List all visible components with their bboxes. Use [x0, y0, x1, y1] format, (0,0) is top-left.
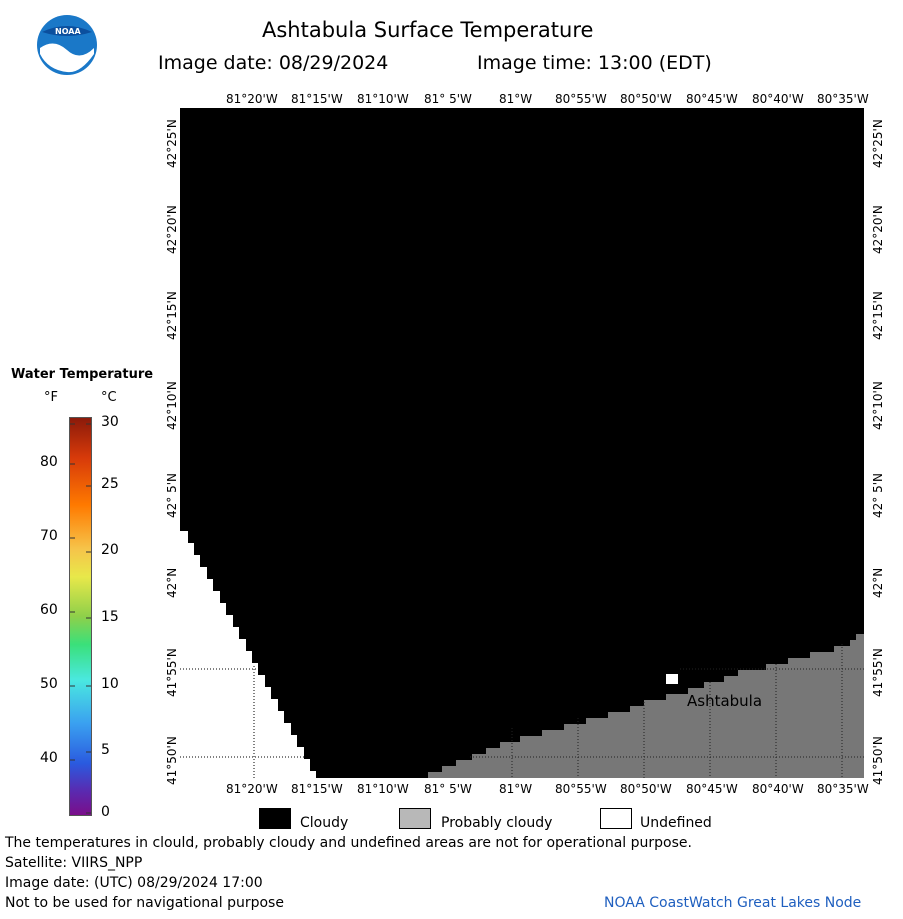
unit-celsius: °C: [101, 390, 117, 405]
probably-cloudy-swatch: [399, 808, 431, 829]
lon-label-top: 80°55'W: [555, 92, 607, 106]
f-tick: 50: [40, 676, 58, 692]
lon-label-bottom: 80°40'W: [752, 782, 804, 796]
probably-cloudy-label: Probably cloudy: [441, 815, 553, 831]
image-time: Image time: 13:00 (EDT): [477, 52, 712, 74]
lat-label-right: 42°N: [871, 567, 885, 598]
logo-text: NOAA: [55, 27, 81, 36]
lon-label-top: 81°20'W: [226, 92, 278, 106]
f-tick: 40: [40, 750, 58, 766]
map-title: Ashtabula Surface Temperature: [262, 18, 594, 42]
lat-label-left: 42°10'N: [165, 381, 179, 430]
lat-label-left: 41°55'N: [165, 648, 179, 697]
lon-label-bottom: 80°35'W: [817, 782, 869, 796]
utc-date-text: Image date: (UTC) 08/29/2024 17:00: [5, 875, 263, 891]
undefined-swatch: [600, 808, 632, 829]
lat-label-left: 41°50'N: [165, 736, 179, 785]
satellite-text: Satellite: VIIRS_NPP: [5, 855, 143, 871]
lat-label-right: 42°10'N: [871, 381, 885, 430]
lat-label-left: 42°25'N: [165, 119, 179, 168]
lat-label-left: 42° 5'N: [165, 473, 179, 518]
graticule: [180, 666, 316, 778]
cloudy-label: Cloudy: [300, 815, 349, 831]
lon-label-bottom: 81°W: [499, 782, 533, 796]
c-tick: 10: [101, 676, 119, 692]
city-label: Ashtabula: [687, 692, 763, 710]
lon-label-bottom: 80°55'W: [555, 782, 607, 796]
navigation-warning: Not to be used for navigational purpose: [5, 895, 284, 911]
disclaimer-text: The temperatures in clould, probably clo…: [5, 835, 692, 851]
lat-label-right: 42°20'N: [871, 205, 885, 254]
undefined-region: [180, 531, 316, 778]
lon-label-bottom: 81°10'W: [357, 782, 409, 796]
f-tick: 60: [40, 602, 58, 618]
lon-label-bottom: 81° 5'W: [424, 782, 472, 796]
lat-label-right: 42°25'N: [871, 119, 885, 168]
cloudy-swatch: [259, 808, 291, 829]
c-tick: 30: [101, 414, 119, 430]
lat-label-right: 41°50'N: [871, 736, 885, 785]
undefined-notch: [666, 674, 678, 684]
map-svg: [180, 108, 864, 778]
c-tick: 20: [101, 542, 119, 558]
f-tick: 80: [40, 454, 58, 470]
lon-label-bottom: 81°15'W: [291, 782, 343, 796]
lon-label-bottom: 80°45'W: [686, 782, 738, 796]
unit-fahrenheit: °F: [44, 390, 58, 405]
lat-label-right: 42°15'N: [871, 291, 885, 340]
c-tick: 15: [101, 609, 119, 625]
image-date: Image date: 08/29/2024: [158, 52, 389, 74]
undefined-label: Undefined: [640, 815, 712, 831]
lon-label-bottom: 81°20'W: [226, 782, 278, 796]
lat-label-left: 42°15'N: [165, 291, 179, 340]
lon-label-top: 80°45'W: [686, 92, 738, 106]
c-tick: 25: [101, 476, 119, 492]
lon-label-top: 81°10'W: [357, 92, 409, 106]
lon-label-top: 81°15'W: [291, 92, 343, 106]
lon-label-top: 80°40'W: [752, 92, 804, 106]
lon-label-top: 81°W: [499, 92, 533, 106]
lat-label-left: 42°N: [165, 567, 179, 598]
probably-cloudy-region: [428, 634, 864, 778]
lat-label-right: 42° 5'N: [871, 473, 885, 518]
lat-label-right: 41°55'N: [871, 648, 885, 697]
lon-label-top: 80°35'W: [817, 92, 869, 106]
credit-text: NOAA CoastWatch Great Lakes Node: [604, 895, 862, 911]
lat-label-left: 42°20'N: [165, 205, 179, 254]
color-scale-bar: [69, 417, 92, 816]
c-tick: 0: [101, 804, 110, 820]
c-tick: 5: [101, 742, 110, 758]
noaa-logo: NOAA: [36, 14, 98, 76]
lon-label-bottom: 80°50'W: [620, 782, 672, 796]
graticule-gray: [470, 644, 864, 778]
cloudy-region: [180, 108, 864, 778]
f-tick: 70: [40, 528, 58, 544]
legend-title: Water Temperature: [11, 367, 154, 382]
city-marker: [684, 672, 694, 682]
lon-label-top: 80°50'W: [620, 92, 672, 106]
map-panel: Ashtabula: [180, 108, 864, 778]
lon-label-top: 81° 5'W: [424, 92, 472, 106]
